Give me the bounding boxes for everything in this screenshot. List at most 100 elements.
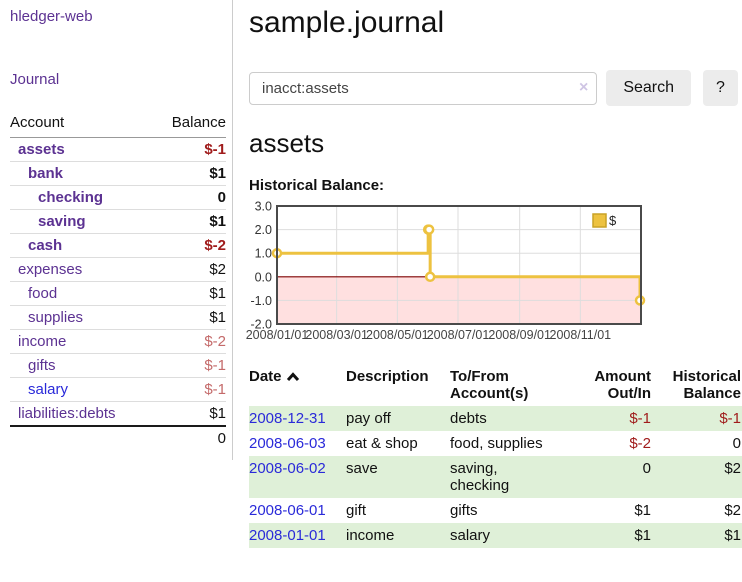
account-row: liabilities:debts $1 — [10, 401, 226, 426]
register-header-amount: Amount Out/In — [594, 368, 651, 402]
transaction-balance: $2 — [724, 460, 741, 477]
svg-text:2008/11/01: 2008/11/01 — [550, 328, 612, 342]
search-input[interactable] — [249, 71, 598, 105]
sidebar: hledger-web Journal Account Balance asse… — [0, 0, 233, 460]
page-title: sample.journal — [249, 6, 445, 39]
account-link[interactable]: liabilities:debts — [18, 405, 116, 422]
account-balance: $1 — [152, 305, 226, 330]
brand-link[interactable]: hledger-web — [10, 8, 93, 25]
register-row: 2008-06-01 gift gifts $1 $2 — [249, 498, 742, 523]
account-link[interactable]: supplies — [28, 309, 84, 326]
transaction-date-link[interactable]: 2008-12-31 — [249, 410, 326, 427]
register-header-date[interactable]: Date — [249, 366, 346, 406]
journal-nav: Journal — [10, 71, 226, 88]
svg-text:2008/03/01: 2008/03/01 — [305, 328, 368, 342]
account-balance: $1 — [152, 281, 226, 306]
main-content: sample.journal × Search ? assets Histori… — [233, 0, 742, 548]
app-layout: hledger-web Journal Account Balance asse… — [0, 0, 742, 548]
transaction-description: pay off — [346, 410, 391, 427]
chart-label: Historical Balance: — [249, 177, 385, 194]
svg-text:2.0: 2.0 — [255, 223, 272, 237]
account-balance: 0 — [152, 185, 226, 210]
svg-text:2008/05/01: 2008/05/01 — [366, 328, 429, 342]
account-link[interactable]: expenses — [18, 261, 83, 278]
account-row: gifts $-1 — [10, 353, 226, 378]
transaction-description: eat & shop — [346, 435, 418, 452]
register-header-balance: Historical Balance — [672, 368, 741, 402]
account-balance: $-2 — [152, 329, 226, 354]
account-row: food $1 — [10, 281, 226, 306]
account-link[interactable]: assets — [18, 141, 65, 158]
account-row: assets $-1 — [10, 138, 226, 162]
transaction-amount: $-1 — [629, 410, 651, 427]
help-button[interactable]: ? — [703, 70, 738, 106]
transaction-balance: $1 — [724, 527, 741, 544]
account-link[interactable]: food — [28, 285, 58, 302]
account-balance: $1 — [152, 161, 226, 186]
account-link[interactable]: cash — [28, 237, 63, 254]
account-row: bank $1 — [10, 161, 226, 186]
search-box: × — [249, 71, 598, 105]
account-title: assets — [249, 128, 325, 158]
account-link[interactable]: gifts — [28, 357, 56, 374]
accounts-table: Account Balance assets $-1 bank $1 checking 0… — [10, 112, 226, 450]
account-balance: $1 — [152, 209, 226, 234]
journal-link[interactable]: Journal — [10, 71, 60, 88]
register-header-description: Description — [346, 368, 429, 385]
transaction-accounts: salary — [450, 527, 491, 544]
register-table: Date Description To/From Account(s) Amou… — [249, 366, 742, 548]
account-balance: $-1 — [152, 353, 226, 378]
register-row: 2008-06-03 eat & shop food, supplies $-2 0 — [249, 431, 742, 456]
svg-text:2008/01/01: 2008/01/01 — [246, 328, 309, 342]
balance-chart: 3.0 2.0 1.0 0.0 -1.0 -2.0 2008/01/01 2008/03/01… — [246, 200, 738, 344]
transaction-date-link[interactable]: 2008-01-01 — [249, 527, 326, 544]
data-point — [423, 224, 435, 235]
svg-text:-2.0: -2.0 — [250, 318, 272, 332]
account-link[interactable]: saving — [38, 213, 86, 230]
accounts-header-balance: Balance — [152, 112, 226, 138]
data-point — [424, 271, 436, 283]
transaction-accounts: gifts — [450, 502, 478, 519]
account-row: saving $1 — [10, 209, 226, 234]
transaction-amount: $-2 — [629, 435, 651, 452]
account-balance: $-1 — [152, 377, 226, 402]
transaction-date-link[interactable]: 2008-06-02 — [249, 460, 326, 477]
transaction-description: income — [346, 527, 395, 544]
account-row: cash $-2 — [10, 233, 226, 258]
account-link[interactable]: salary — [28, 381, 69, 398]
legend-label: $ — [609, 213, 617, 228]
account-balance: $1 — [152, 401, 226, 426]
account-row: salary $-1 — [10, 377, 226, 402]
account-balance: $-2 — [152, 233, 226, 258]
transaction-accounts: food, supplies — [450, 435, 543, 452]
transaction-balance: $-1 — [719, 410, 741, 427]
clear-search-icon[interactable]: × — [578, 78, 589, 96]
svg-text:0.0: 0.0 — [255, 270, 272, 284]
transaction-accounts: saving, checking — [450, 460, 510, 494]
account-row: expenses $2 — [10, 257, 226, 282]
svg-text:2008/09/01: 2008/09/01 — [488, 328, 551, 342]
register-row: 2008-06-02 save saving, checking 0 $2 — [249, 456, 742, 498]
account-link[interactable]: bank — [28, 165, 64, 182]
search-button[interactable]: Search — [606, 70, 692, 106]
transaction-description: gift — [346, 502, 367, 519]
account-row: income $-2 — [10, 329, 226, 354]
transaction-date-link[interactable]: 2008-06-03 — [249, 435, 326, 452]
accounts-header-account: Account — [10, 112, 153, 138]
chart-canvas: 3.0 2.0 1.0 0.0 -1.0 -2.02008/01/012008/03/01… — [246, 200, 646, 342]
transaction-balance: 0 — [732, 435, 741, 452]
chart-border — [276, 205, 642, 325]
account-row: checking 0 — [10, 185, 226, 210]
account-link[interactable]: checking — [38, 189, 104, 206]
svg-text:2008/07/01: 2008/07/01 — [427, 328, 490, 342]
account-link[interactable]: income — [18, 333, 67, 350]
legend-swatch — [592, 213, 607, 228]
register-row: 2008-12-31 pay off debts $-1 $-1 — [249, 406, 742, 431]
transaction-amount: 0 — [642, 460, 651, 477]
transaction-date-link[interactable]: 2008-06-01 — [249, 502, 326, 519]
register-header-account: To/From Account(s) — [450, 368, 529, 402]
transaction-amount: $1 — [634, 527, 651, 544]
account-balance: $2 — [152, 257, 226, 282]
transaction-balance: $2 — [724, 502, 741, 519]
account-balance: $-1 — [204, 141, 226, 158]
